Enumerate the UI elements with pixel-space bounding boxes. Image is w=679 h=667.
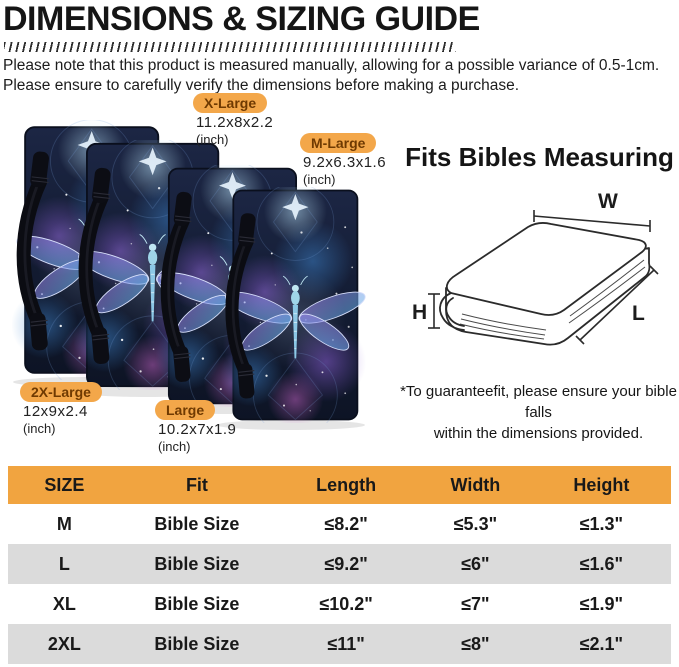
label-height: H <box>412 301 427 324</box>
cell-width: ≤6" <box>461 553 490 574</box>
dims-2x-large: 12x9x2.4 (inch) <box>23 403 88 438</box>
dims-x-large: 11.2x8x2.2 (inch) <box>196 114 273 149</box>
header-length: Length <box>316 474 377 495</box>
label-width: W <box>598 190 618 213</box>
cell-fit: Bible Size <box>154 633 240 654</box>
cell-length: ≤10.2" <box>319 593 373 614</box>
cell-width: ≤8" <box>461 633 490 654</box>
table-row-l: L Bible Size ≤9.2" ≤6" ≤1.6" <box>8 544 671 584</box>
cell-fit: Bible Size <box>154 553 240 574</box>
measure-height <box>428 293 440 329</box>
cell-height: ≤1.6" <box>579 553 624 574</box>
book-outline <box>439 222 651 346</box>
page-title: DIMENSIONS & SIZING GUIDE <box>3 0 480 38</box>
book-measurement-diagram: W H L <box>412 190 659 346</box>
cell-size: M <box>56 513 72 534</box>
header-height: Height <box>573 474 630 495</box>
dims-2x-large-unit: (inch) <box>23 421 56 437</box>
cell-fit: Bible Size <box>154 513 240 534</box>
fit-footnote: *To guaranteefit, please ensure your bib… <box>398 381 679 444</box>
table-row-m: M Bible Size ≤8.2" ≤5.3" ≤1.3" <box>8 504 671 544</box>
cell-height: ≤1.3" <box>579 513 624 534</box>
table-row-xl: XL Bible Size ≤10.2" ≤7" ≤1.9" <box>8 584 671 624</box>
cover-m-large <box>220 180 368 437</box>
cell-width: ≤5.3" <box>453 513 498 534</box>
dims-large-value: 10.2x7x1.9 <box>158 421 237 438</box>
cell-fit: Bible Size <box>154 593 240 614</box>
badge-large: Large <box>155 400 216 420</box>
header-size: SIZE <box>44 474 85 495</box>
badge-2x-large: 2X-Large <box>20 382 102 402</box>
note-line-1: Please note that this product is measure… <box>3 56 660 74</box>
cell-size: L <box>58 553 70 574</box>
fits-bibles-heading: Fits Bibles Measuring <box>405 142 674 172</box>
fit-footnote-line2: within the dimensions provided. <box>433 425 644 442</box>
size-table-header-row: SIZE Fit Length Width Height <box>8 466 671 504</box>
slash-divider <box>4 41 456 52</box>
badge-x-large: X-Large <box>193 93 268 113</box>
cell-length: ≤9.2" <box>324 553 368 574</box>
dims-m-large-value: 9.2x6.3x1.6 <box>303 154 387 171</box>
dims-large-unit: (inch) <box>158 439 191 455</box>
size-table: SIZE Fit Length Width Height M Bible Siz… <box>8 466 671 664</box>
cell-height: ≤1.9" <box>579 593 624 614</box>
header-width: Width <box>450 474 501 495</box>
measure-length <box>575 265 659 345</box>
dims-x-large-value: 11.2x8x2.2 <box>196 114 274 131</box>
cell-height: ≤2.1" <box>579 633 624 654</box>
dims-m-large-unit: (inch) <box>303 172 336 188</box>
measure-width <box>533 210 651 232</box>
note-line-2: Please ensure to carefully verify the di… <box>3 76 520 94</box>
dims-2x-large-value: 12x9x2.4 <box>23 403 88 420</box>
table-row-2xl: 2XL Bible Size ≤11" ≤8" ≤2.1" <box>8 624 671 664</box>
label-length: L <box>632 302 645 325</box>
cell-size: 2XL <box>47 633 81 654</box>
header: DIMENSIONS & SIZING GUIDE Please note th… <box>3 0 673 95</box>
cell-length: ≤8.2" <box>324 513 368 534</box>
dims-large: 10.2x7x1.9 (inch) <box>158 421 236 456</box>
cell-size: XL <box>52 593 76 614</box>
dims-m-large: 9.2x6.3x1.6 (inch) <box>303 154 386 189</box>
fit-footnote-line1: *To guaranteefit, please ensure your bib… <box>400 383 677 421</box>
badge-m-large: M-Large <box>300 133 377 153</box>
cell-length: ≤11" <box>327 633 365 654</box>
cell-width: ≤7" <box>461 593 490 614</box>
header-fit: Fit <box>185 474 208 495</box>
page-lines <box>459 259 646 340</box>
dims-x-large-unit: (inch) <box>196 132 229 148</box>
